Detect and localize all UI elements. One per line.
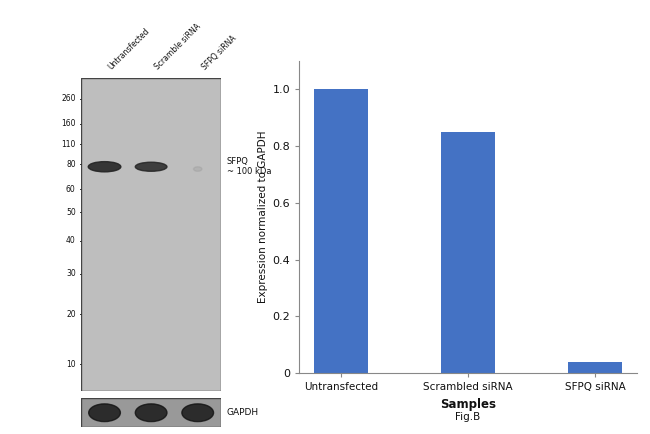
Text: 260: 260 <box>61 94 75 103</box>
Text: 80: 80 <box>66 160 75 169</box>
Ellipse shape <box>135 404 167 421</box>
Text: 40: 40 <box>66 236 75 245</box>
Text: SFPQ siRNA: SFPQ siRNA <box>200 33 238 71</box>
Text: 30: 30 <box>66 269 75 278</box>
Text: SFPQ: SFPQ <box>227 157 248 165</box>
Text: ~ 100 kDa: ~ 100 kDa <box>227 167 271 176</box>
Text: 60: 60 <box>66 185 75 194</box>
Text: Untransfected: Untransfected <box>107 26 151 71</box>
Text: 160: 160 <box>61 119 75 128</box>
X-axis label: Samples: Samples <box>440 398 496 411</box>
Bar <box>441 132 495 373</box>
Text: Fig.B: Fig.B <box>456 412 480 422</box>
Text: GAPDH: GAPDH <box>227 408 259 417</box>
FancyBboxPatch shape <box>81 78 221 391</box>
Text: 20: 20 <box>66 310 75 319</box>
Text: 10: 10 <box>66 360 75 369</box>
Ellipse shape <box>194 167 202 171</box>
Ellipse shape <box>88 161 121 172</box>
Bar <box>315 89 368 373</box>
FancyBboxPatch shape <box>81 398 221 427</box>
Ellipse shape <box>135 162 167 171</box>
Text: Scramble siRNA: Scramble siRNA <box>153 22 203 71</box>
Text: 50: 50 <box>66 208 75 217</box>
Ellipse shape <box>88 404 120 421</box>
Y-axis label: Expression normalized to GAPDH: Expression normalized to GAPDH <box>258 131 268 303</box>
Bar <box>568 362 621 373</box>
Ellipse shape <box>182 404 214 421</box>
Text: 110: 110 <box>61 139 75 148</box>
